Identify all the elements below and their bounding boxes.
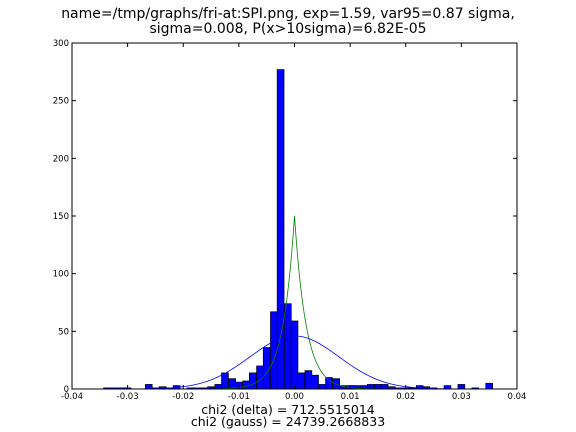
histogram-bar [311,374,319,390]
histogram-bar [374,384,382,390]
y-tick-label: 50 [58,327,69,337]
histogram-bar [228,378,236,390]
histogram-bar [242,380,250,390]
histogram-bar [297,372,305,390]
y-tick-label: 150 [53,212,69,222]
histogram-bar [325,377,333,390]
x-tick-label: -0.01 [228,392,250,402]
histogram-bar [380,384,389,390]
x-tick-label: 0.00 [285,392,304,402]
histogram-bar [221,372,229,390]
x-tick-label: 0.01 [341,392,360,402]
x-tick-label: -0.02 [172,392,194,402]
x-tick-label: 0.02 [396,392,415,402]
x-tick-label: 0.04 [508,392,527,402]
x-tick-label: -0.03 [117,392,139,402]
histogram-bar [290,320,299,390]
y-tick-label: 300 [53,39,69,49]
histogram-bar [276,69,285,390]
y-tick-label: 200 [53,154,69,164]
x-tick-label: 0.03 [452,392,471,402]
histogram-bar [304,370,313,390]
x-tick-label: -0.04 [61,392,83,402]
chi2-delta-text: chi2 (delta) = 712.5515014 [201,402,375,417]
histogram-bar [318,384,327,390]
y-tick-label: 100 [53,270,69,280]
histogram-bar [485,382,493,390]
histogram-bar [262,347,271,390]
y-tick-label: 0 [64,385,69,395]
chi2-gauss-text: chi2 (gauss) = 24739.2668833 [190,414,386,429]
histogram-bar [249,372,257,390]
y-axis-ticks: 0 50 100 150 200 250 300 [53,39,517,395]
chart-title-line-2: sigma=0.008, P(x>10sigma)=6.82E-05 [149,21,427,37]
chart-title-line-1: name=/tmp/graphs/fri-at:SPI.png, exp=1.5… [61,6,515,22]
histogram-bar [284,303,292,390]
y-tick-label: 250 [53,97,69,107]
histogram-bars [103,69,493,390]
x-axis-ticks: -0.04 -0.03 -0.02 -0.01 0.00 0.01 0.02 0.03 0.04 [61,43,526,402]
histogram-bar [270,311,278,390]
